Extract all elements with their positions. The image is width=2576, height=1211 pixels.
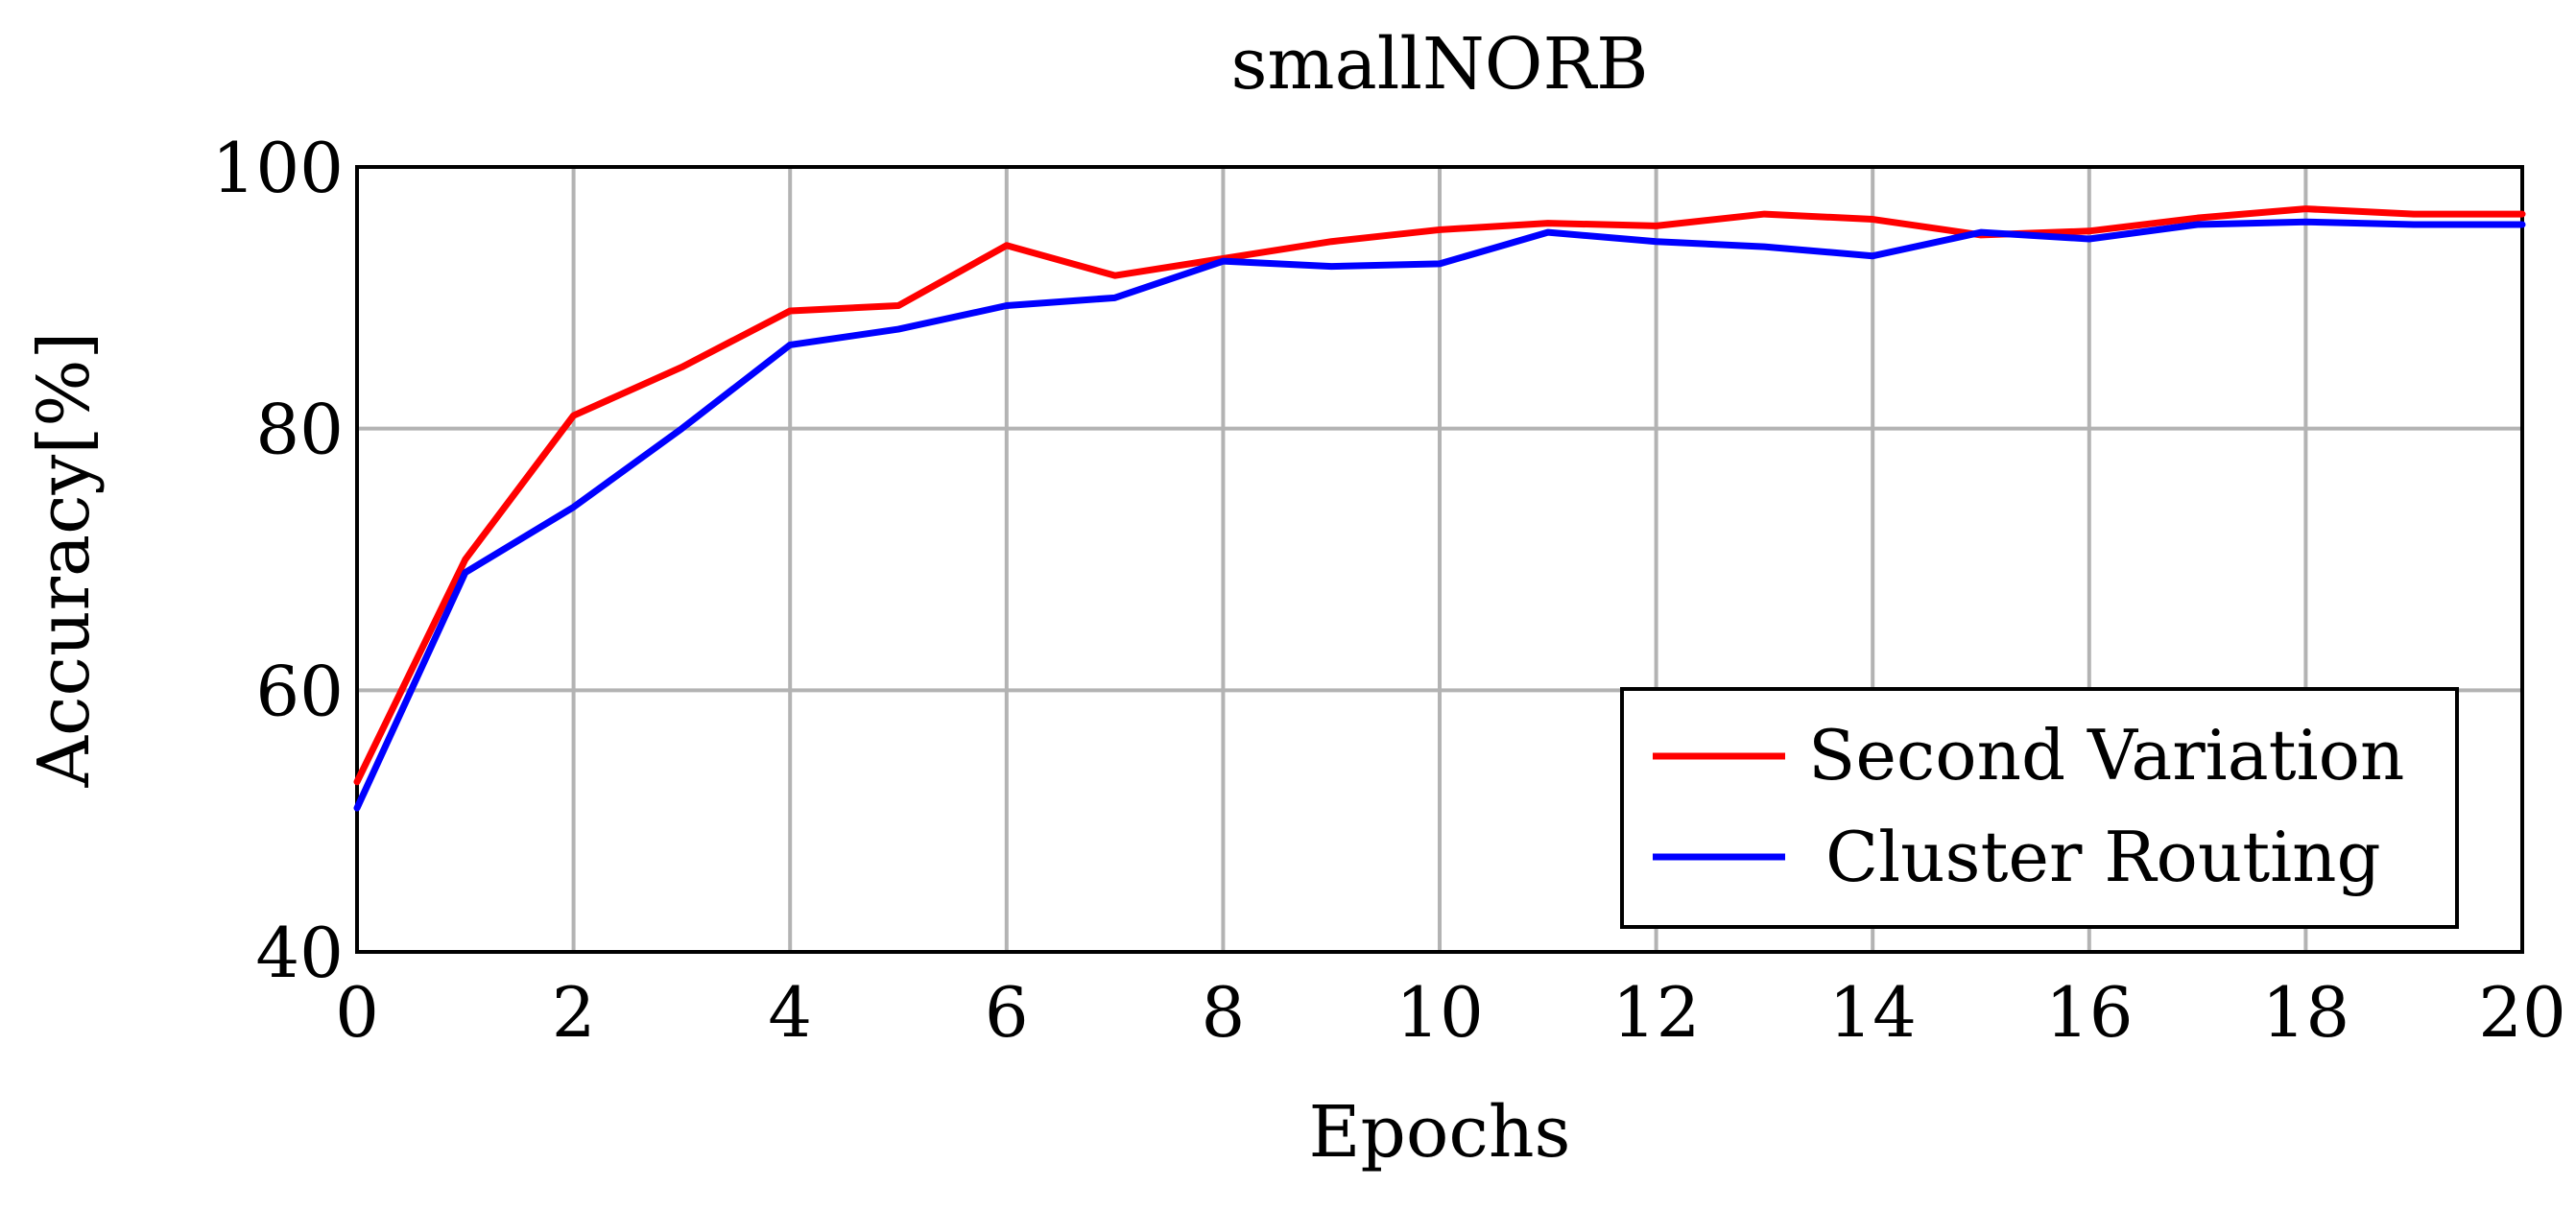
tick-labels: 0 2 4 6 8 10 12 14 16 18 20 40 60 80 100 [212, 128, 2566, 1053]
series-line-second-variation [353, 205, 2526, 786]
y-tick-label: 60 [255, 651, 344, 731]
series-layer [353, 205, 2526, 812]
y-tick-label: 100 [212, 128, 344, 208]
x-tick-label: 6 [985, 972, 1029, 1053]
x-tick-label: 14 [1828, 972, 1917, 1053]
series-line-cluster-routing [353, 218, 2526, 812]
legend-box [1620, 687, 2459, 929]
x-axis-title: Epochs [1308, 1091, 1570, 1174]
x-tick-label: 10 [1395, 972, 1484, 1053]
x-tick-label: 20 [2478, 972, 2566, 1053]
x-tick-label: 16 [2045, 972, 2134, 1053]
y-tick-label: 80 [255, 390, 344, 470]
x-tick-label: 12 [1612, 972, 1701, 1053]
x-tick-label: 0 [335, 972, 379, 1053]
x-tick-label: 8 [1201, 972, 1245, 1053]
plot-frame [355, 165, 2524, 954]
x-tick-label: 18 [2262, 972, 2350, 1053]
y-tick-label: 40 [255, 913, 344, 993]
chart-title: smallNORB [1230, 23, 1648, 106]
x-tick-label: 2 [552, 972, 596, 1053]
legend: Second Variation Cluster Routing [1620, 687, 2459, 929]
legend-label-cluster-routing: Cluster Routing [1825, 817, 2381, 897]
x-tick-label: 4 [768, 972, 812, 1053]
y-axis-title: Accuracy[%] [23, 332, 106, 789]
legend-label-second-variation: Second Variation [1808, 715, 2404, 795]
